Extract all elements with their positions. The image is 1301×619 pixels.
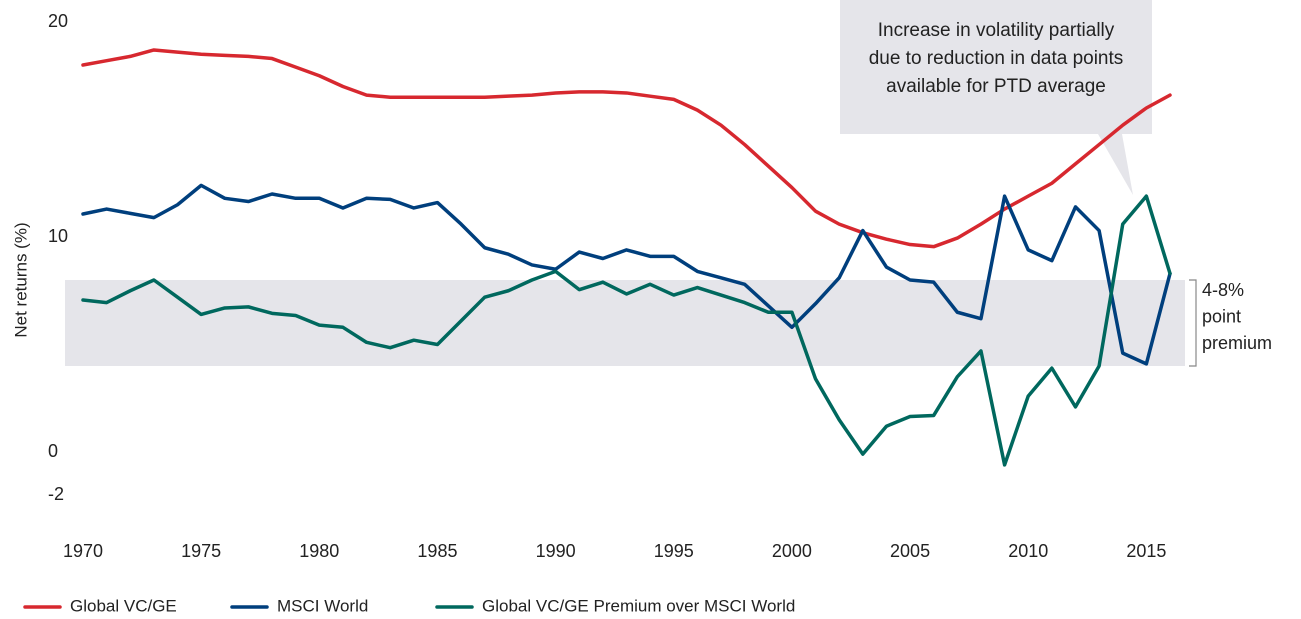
x-tick-label: 2000 <box>772 541 812 561</box>
y-tick-label: 20 <box>48 11 68 31</box>
y-axis-label: Net returns (%) <box>11 222 30 337</box>
series-line <box>81 194 1172 467</box>
x-tick-label: 2005 <box>890 541 930 561</box>
y-tick-label: -2 <box>48 484 64 504</box>
band-label: 4-8% <box>1202 280 1244 300</box>
annotation-text: Increase in volatility partially <box>878 20 1115 41</box>
x-tick-label: 2015 <box>1126 541 1166 561</box>
x-tick-label: 1985 <box>417 541 457 561</box>
y-tick-label: 10 <box>48 226 68 246</box>
annotation-text: due to reduction in data points <box>869 48 1124 69</box>
band-label: point <box>1202 306 1241 326</box>
legend-label: MSCI World <box>277 596 368 615</box>
x-tick-label: 1980 <box>299 541 339 561</box>
x-tick-label: 2010 <box>1008 541 1048 561</box>
x-tick-label: 1995 <box>654 541 694 561</box>
x-tick-label: 1975 <box>181 541 221 561</box>
legend-label: Global VC/GE Premium over MSCI World <box>482 596 795 615</box>
annotation-text: available for PTD average <box>886 76 1106 97</box>
x-tick-label: 1990 <box>536 541 576 561</box>
x-tick-label: 1970 <box>63 541 103 561</box>
band-label: premium <box>1202 333 1272 353</box>
legend-label: Global VC/GE <box>70 596 177 615</box>
series-line <box>81 48 1172 249</box>
series-line <box>81 183 1172 366</box>
y-tick-label: 0 <box>48 441 58 461</box>
band-bracket <box>1189 279 1197 367</box>
annotation-box <box>840 0 1152 195</box>
